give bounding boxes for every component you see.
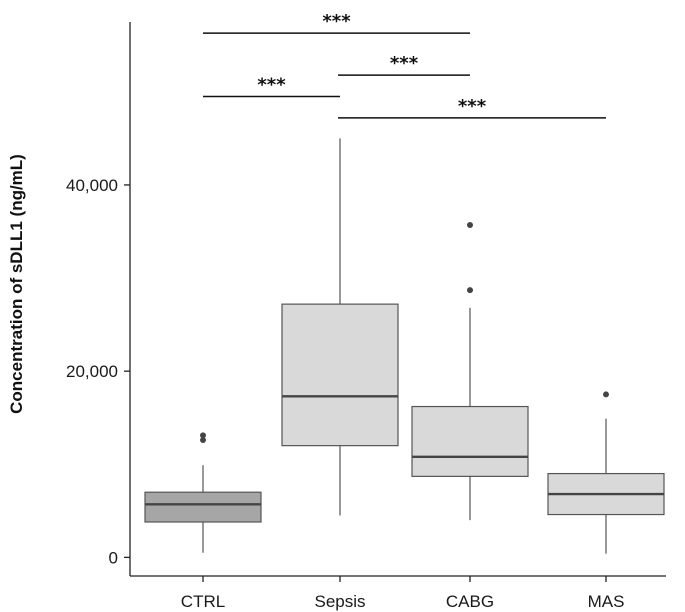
- significance-label: ***: [257, 74, 286, 95]
- significance-label: ***: [322, 11, 351, 32]
- box-iqr: [281, 303, 399, 447]
- box-ctrl: [144, 432, 262, 553]
- outlier-point: [467, 221, 473, 228]
- x-tick-label: MAS: [588, 592, 625, 611]
- box-sepsis: [281, 138, 399, 516]
- significance-label: ***: [458, 96, 487, 117]
- outlier-point: [603, 391, 609, 398]
- box-cabg: [411, 221, 529, 521]
- outlier-point: [467, 287, 473, 294]
- significance-bracket: ***: [203, 11, 470, 34]
- x-tick-label: Sepsis: [314, 592, 365, 611]
- box-iqr: [144, 491, 262, 523]
- y-axis-ticks: 0 20,000 40,000: [66, 176, 130, 567]
- y-axis-label: Concentration of sDLL1 (ng/mL): [7, 154, 26, 414]
- outlier-point: [200, 437, 206, 444]
- y-tick-label: 20,000: [66, 362, 118, 381]
- x-tick-label: CABG: [446, 592, 494, 611]
- significance-brackets: *** *** *** ***: [203, 11, 606, 119]
- x-axis-ticks: CTRL Sepsis CABG MAS: [181, 576, 625, 611]
- box-iqr: [411, 405, 529, 477]
- y-tick-label: 0: [109, 548, 118, 567]
- box-mas: [547, 391, 665, 554]
- significance-label: ***: [390, 53, 419, 74]
- significance-bracket: ***: [338, 96, 606, 119]
- y-tick-label: 40,000: [66, 176, 118, 195]
- x-tick-label: CTRL: [181, 592, 225, 611]
- significance-bracket: ***: [338, 53, 470, 76]
- outlier-point: [200, 432, 206, 439]
- box-series: [144, 138, 665, 554]
- significance-bracket: ***: [203, 74, 340, 98]
